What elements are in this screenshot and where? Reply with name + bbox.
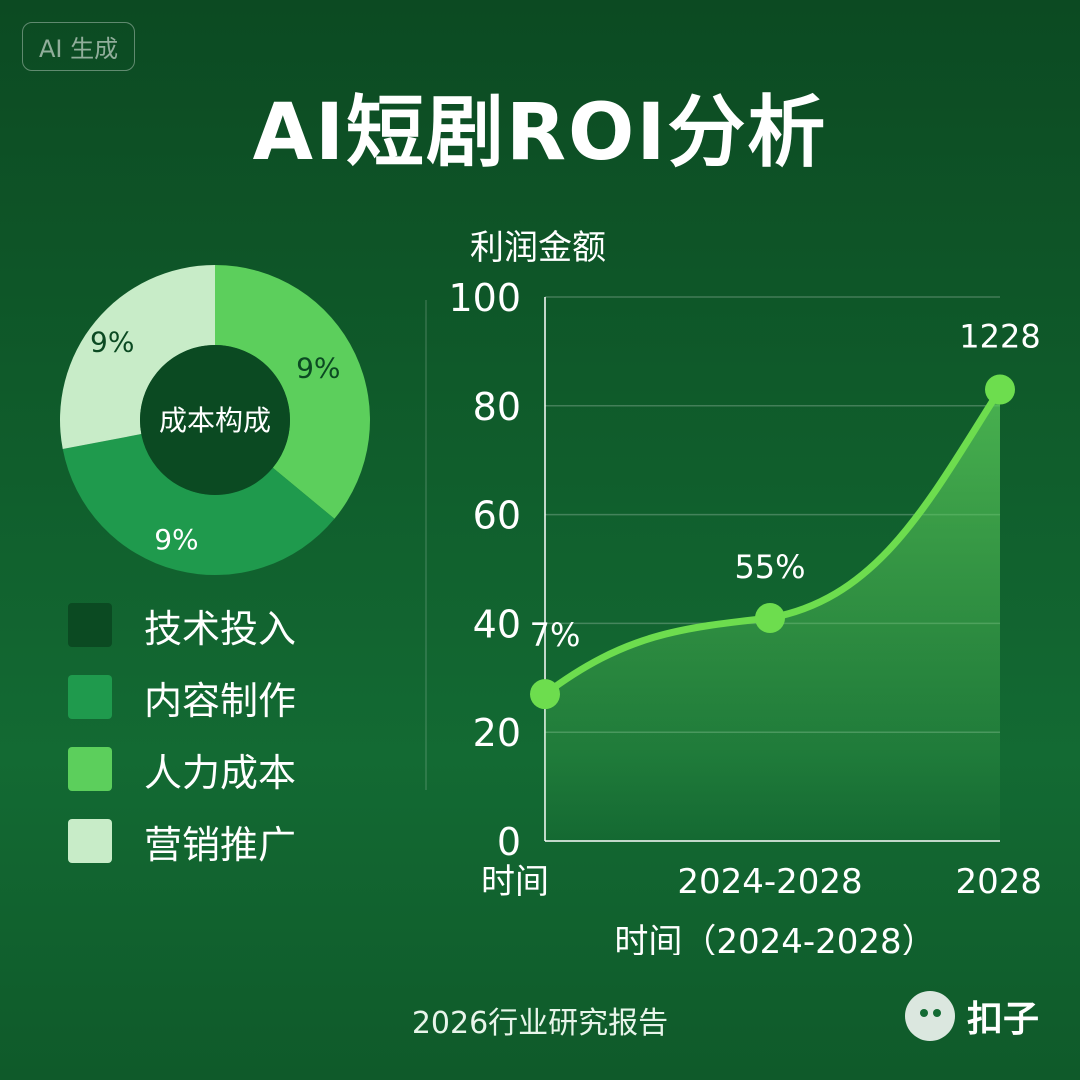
data-label: 7% <box>530 616 581 654</box>
y-tick-label: 100 <box>448 276 521 320</box>
page-title: AI短剧ROI分析 <box>252 88 828 178</box>
data-point <box>530 679 560 710</box>
report-footer: 2026行业研究报告 <box>411 1006 669 1041</box>
data-point <box>755 602 785 633</box>
ai-generated-badge: AI 生成 <box>22 22 136 71</box>
y-tick-label: 20 <box>473 711 521 755</box>
legend-item-content: 内容制作 <box>68 672 297 723</box>
legend-label: 营销推广 <box>144 822 297 867</box>
kouzi-logo-icon <box>905 991 955 1041</box>
brand-mark: 扣子 <box>905 990 1039 1042</box>
data-label: 1228 <box>959 317 1040 355</box>
y-tick-label: 0 <box>497 820 521 864</box>
x-tick-label: 2028 <box>955 862 1042 902</box>
donut-slice <box>62 434 335 575</box>
data-point <box>985 374 1015 405</box>
y-tick-label: 80 <box>473 385 521 429</box>
legend-item-tech: 技术投入 <box>68 600 297 651</box>
data-label: 55% <box>734 548 805 586</box>
legend-label: 技术投入 <box>144 606 297 651</box>
legend-swatch <box>68 747 112 791</box>
legend-swatch <box>68 675 112 719</box>
slice-label: 9% <box>296 352 340 385</box>
area-fill <box>545 389 1000 841</box>
slice-label: 9% <box>154 523 198 556</box>
cost-donut-chart: 9% 9% 9% 成本构成 <box>59 265 370 575</box>
y-axis-label: 利润金额 <box>470 228 606 268</box>
donut-center-label: 成本构成 <box>159 404 271 437</box>
profit-line-chart: 0 20 40 60 80 100 利润金额 7% 55% 1228 时间 2024-2028 2028… <box>448 228 1042 955</box>
donut-center <box>140 345 290 495</box>
section-divider <box>425 300 427 790</box>
legend-item-marketing: 营销推广 <box>68 816 297 867</box>
donut-legend: 技术投入 内容制作 人力成本 营销推广 <box>68 600 296 888</box>
donut-slice <box>59 265 215 450</box>
x-tick-label: 2024-2028 <box>677 862 862 902</box>
y-tick-label: 60 <box>473 494 521 538</box>
x-axis-label: 时间（2024-2028） <box>614 922 935 955</box>
legend-label: 内容制作 <box>144 678 297 723</box>
legend-swatch <box>68 603 112 647</box>
donut-slice <box>215 265 370 519</box>
x-tick-label: 时间 <box>481 862 549 902</box>
legend-swatch <box>68 819 112 863</box>
legend-label: 人力成本 <box>144 750 297 795</box>
legend-item-labor: 人力成本 <box>68 744 297 795</box>
brand-name: 扣子 <box>967 999 1040 1040</box>
y-tick-label: 40 <box>473 602 521 646</box>
slice-label: 9% <box>90 326 134 359</box>
